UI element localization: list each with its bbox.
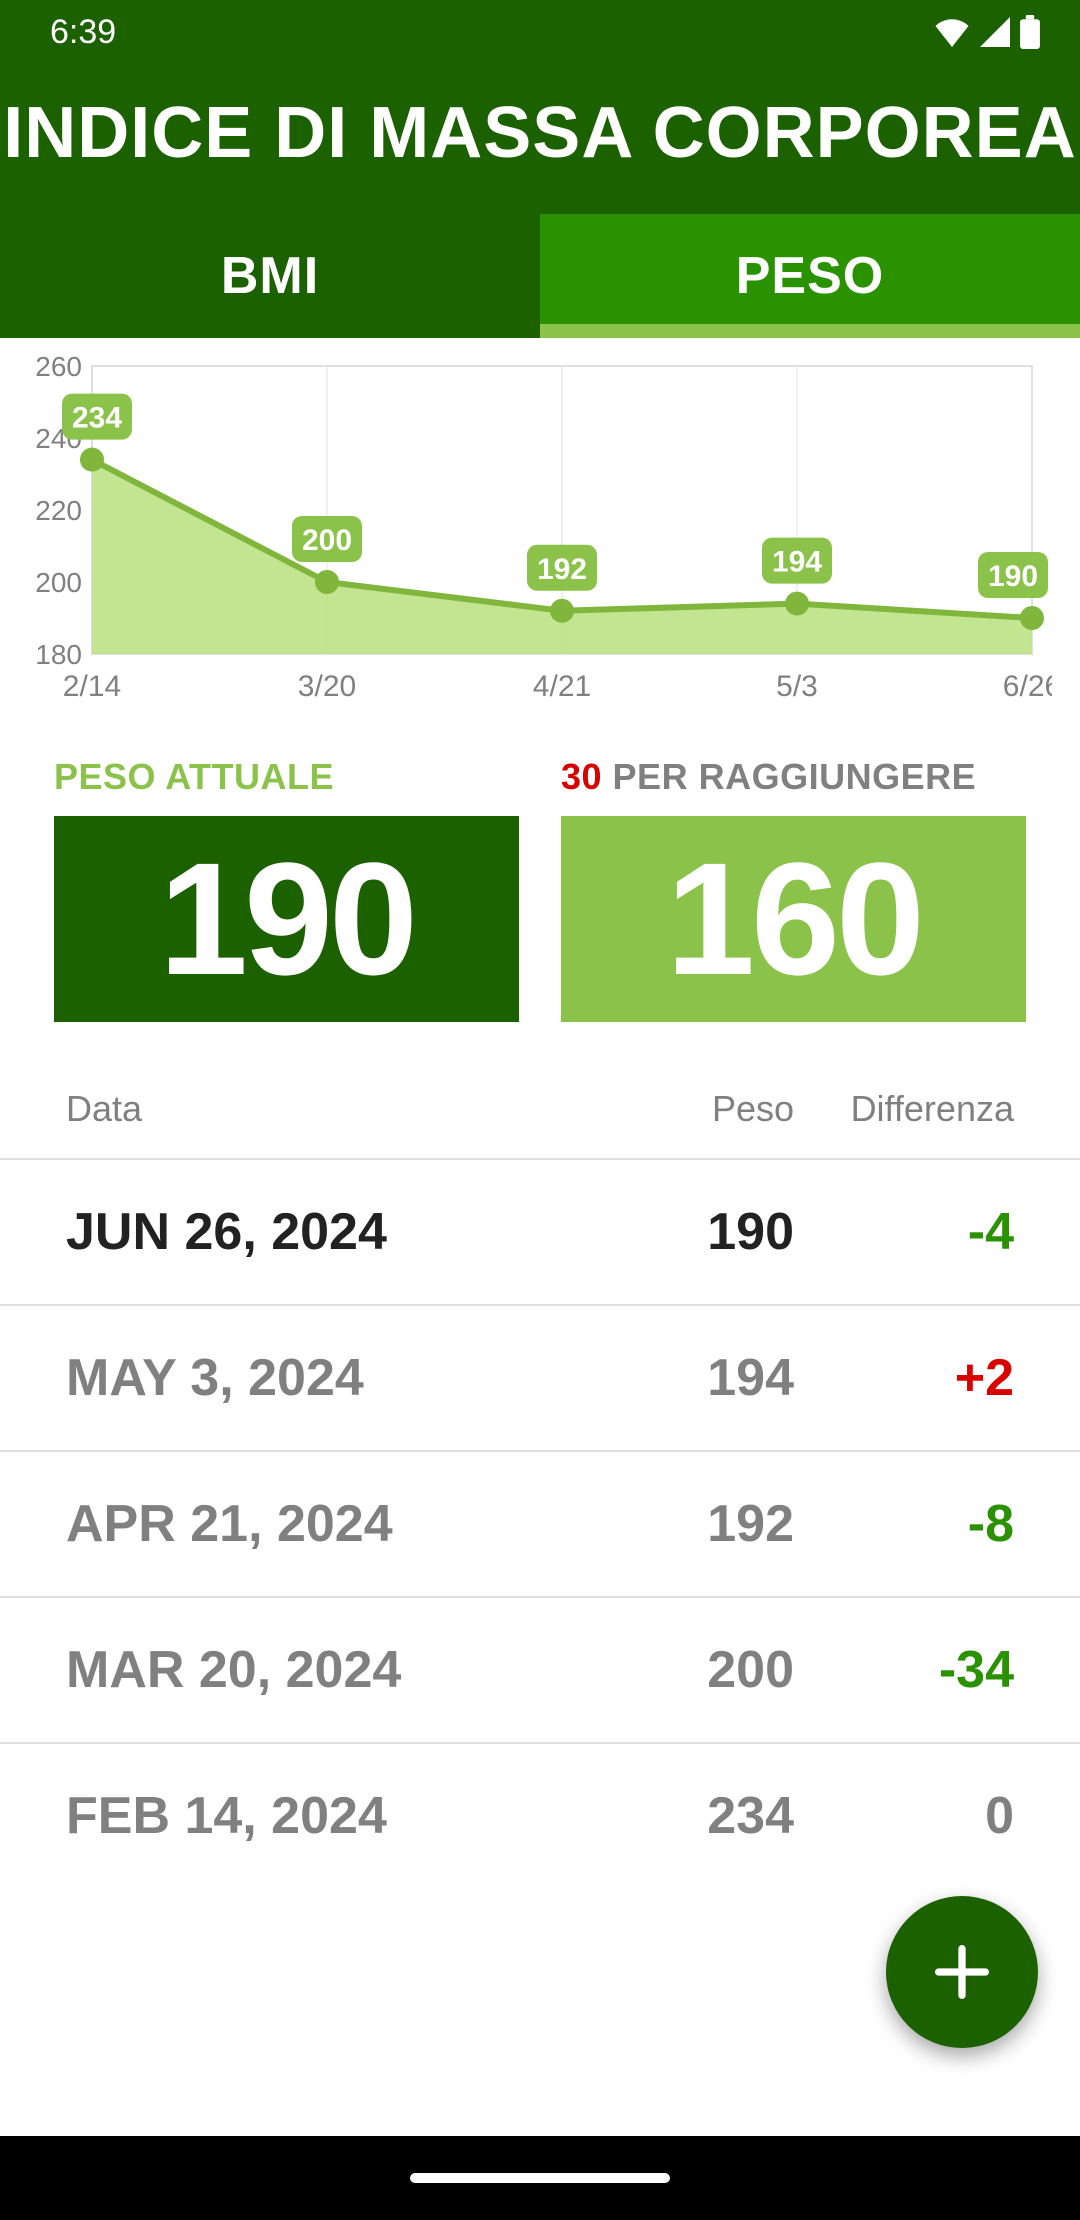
svg-text:194: 194 xyxy=(772,546,822,579)
svg-text:190: 190 xyxy=(988,560,1038,593)
svg-text:200: 200 xyxy=(302,524,352,557)
svg-text:260: 260 xyxy=(35,356,82,382)
status-icons xyxy=(934,15,1040,49)
status-bar: 6:39 xyxy=(0,0,1080,64)
td-diff: -8 xyxy=(794,1494,1014,1554)
table-row[interactable]: JUN 26, 2024190-4 xyxy=(0,1158,1080,1304)
td-date: JUN 26, 2024 xyxy=(66,1202,594,1262)
svg-text:192: 192 xyxy=(537,553,587,586)
stat-goal-label: 30 PER RAGGIUNGERE xyxy=(561,756,1026,798)
stat-current-label: PESO ATTUALE xyxy=(54,756,519,798)
table-row[interactable]: APR 21, 2024192-8 xyxy=(0,1450,1080,1596)
system-nav-bar xyxy=(0,2136,1080,2220)
td-peso: 192 xyxy=(594,1494,794,1554)
plus-icon xyxy=(927,1937,997,2007)
td-date: MAY 3, 2024 xyxy=(66,1348,594,1408)
td-peso: 200 xyxy=(594,1640,794,1700)
weight-chart: 1802002202402602/143/204/215/36/26234200… xyxy=(0,338,1080,718)
td-peso: 190 xyxy=(594,1202,794,1262)
th-date: Data xyxy=(66,1088,594,1130)
battery-icon xyxy=(1020,15,1040,49)
add-entry-button[interactable] xyxy=(886,1896,1038,2048)
svg-text:234: 234 xyxy=(72,402,122,435)
svg-text:2/14: 2/14 xyxy=(63,670,121,703)
svg-text:3/20: 3/20 xyxy=(298,670,356,703)
svg-text:180: 180 xyxy=(35,639,82,670)
table-row[interactable]: FEB 14, 20242340 xyxy=(0,1742,1080,1888)
table-body: JUN 26, 2024190-4MAY 3, 2024194+2APR 21,… xyxy=(0,1158,1080,1888)
status-time: 6:39 xyxy=(50,13,116,52)
stat-goal: 30 PER RAGGIUNGERE 160 xyxy=(561,756,1026,1022)
th-peso: Peso xyxy=(594,1088,794,1130)
signal-icon xyxy=(980,17,1010,47)
nav-handle[interactable] xyxy=(410,2173,670,2183)
stat-current-value: 190 xyxy=(54,816,519,1022)
td-date: MAR 20, 2024 xyxy=(66,1640,594,1700)
app-header: INDICE DI MASSA CORPOREA xyxy=(0,64,1080,214)
td-diff: 0 xyxy=(794,1786,1014,1846)
page-title: INDICE DI MASSA CORPOREA xyxy=(0,92,1080,174)
td-diff: -34 xyxy=(794,1640,1014,1700)
tab-peso[interactable]: PESO xyxy=(540,214,1080,338)
td-peso: 194 xyxy=(594,1348,794,1408)
stat-current: PESO ATTUALE 190 xyxy=(54,756,519,1022)
tab-bar: BMI PESO xyxy=(0,214,1080,338)
td-diff: +2 xyxy=(794,1348,1014,1408)
td-diff: -4 xyxy=(794,1202,1014,1262)
weight-table: Data Peso Differenza JUN 26, 2024190-4MA… xyxy=(0,1070,1080,1888)
svg-text:4/21: 4/21 xyxy=(533,670,591,703)
tab-peso-label: PESO xyxy=(736,246,885,306)
wifi-icon xyxy=(934,17,970,47)
td-date: FEB 14, 2024 xyxy=(66,1786,594,1846)
tab-bmi-label: BMI xyxy=(221,246,319,306)
tab-bmi[interactable]: BMI xyxy=(0,214,540,338)
td-peso: 234 xyxy=(594,1786,794,1846)
table-row[interactable]: MAR 20, 2024200-34 xyxy=(0,1596,1080,1742)
svg-text:200: 200 xyxy=(35,567,82,598)
td-date: APR 21, 2024 xyxy=(66,1494,594,1554)
stat-goal-value: 160 xyxy=(561,816,1026,1022)
table-header: Data Peso Differenza xyxy=(0,1070,1080,1158)
table-row[interactable]: MAY 3, 2024194+2 xyxy=(0,1304,1080,1450)
stats-row: PESO ATTUALE 190 30 PER RAGGIUNGERE 160 xyxy=(0,718,1080,1070)
svg-text:5/3: 5/3 xyxy=(776,670,818,703)
weight-chart-svg: 1802002202402602/143/204/215/36/26234200… xyxy=(28,356,1052,708)
svg-text:6/26: 6/26 xyxy=(1003,670,1052,703)
th-diff: Differenza xyxy=(794,1088,1014,1130)
svg-text:220: 220 xyxy=(35,495,82,526)
